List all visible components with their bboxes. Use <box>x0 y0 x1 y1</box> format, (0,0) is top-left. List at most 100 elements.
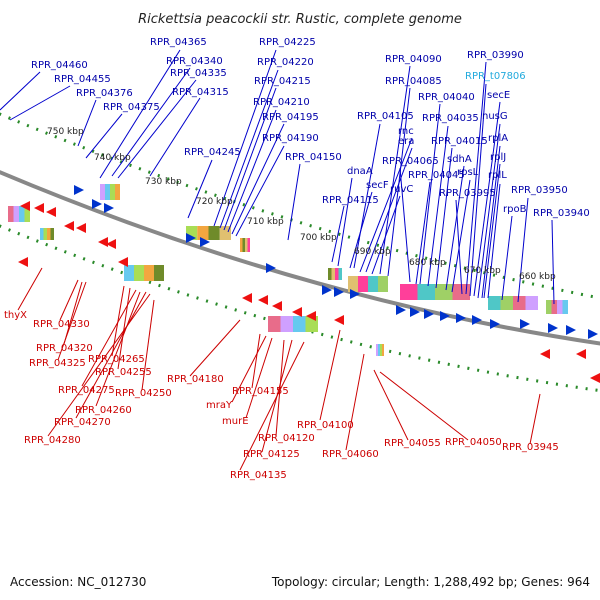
gene-arrow <box>590 373 600 383</box>
kbp-tick: 680 kbp <box>409 258 446 268</box>
leader-line <box>149 97 201 177</box>
gene-label: mraY <box>206 400 233 411</box>
gene-label: RPR_04190 <box>262 133 319 144</box>
gene-label: nusG <box>482 111 508 122</box>
feature-block <box>8 206 14 222</box>
gene-label: RPR_04105 <box>357 111 414 122</box>
leader-line <box>379 371 469 441</box>
feature-block <box>208 226 220 240</box>
gene-label: RPR_04220 <box>257 57 314 68</box>
gene-arrow <box>410 307 420 317</box>
leader-line <box>379 65 411 275</box>
gene-label: RPR_03950 <box>511 185 568 196</box>
gene-label: RPR_04035 <box>422 113 479 124</box>
label-leader-lines <box>0 49 555 471</box>
feature-block <box>115 184 120 200</box>
leader-line <box>427 125 449 287</box>
gene-label: RPR_04275 <box>58 385 115 396</box>
gene-arrow <box>106 239 116 249</box>
leader-line <box>477 123 501 299</box>
gene-arrow <box>566 325 576 335</box>
feature-block <box>331 268 335 280</box>
gene-label: rplA <box>488 133 508 144</box>
leader-line <box>75 291 147 419</box>
leader-line <box>17 267 43 311</box>
map-title: Rickettsia peacockii str. Rustic, comple… <box>138 12 462 27</box>
feature-block <box>110 184 115 200</box>
feature-block <box>105 184 110 200</box>
gene-arrow <box>104 203 114 213</box>
leader-line <box>231 123 285 235</box>
feature-block <box>378 344 380 356</box>
leader-line <box>57 281 87 361</box>
leader-line <box>451 179 471 293</box>
gene-label: RPR_04460 <box>31 60 88 71</box>
gene-label: RPR_04455 <box>54 74 111 85</box>
gene-arrow <box>34 203 44 213</box>
kbp-tick: 700 kbp <box>300 233 337 243</box>
leader-line <box>419 103 441 285</box>
feature-block <box>197 226 209 240</box>
outer-dotted-track <box>0 112 600 300</box>
leader-line <box>445 165 465 291</box>
leader-line <box>331 205 345 263</box>
leader-line <box>517 197 529 303</box>
feature-block <box>380 344 382 356</box>
gene-arrow <box>118 257 128 267</box>
feature-block <box>19 206 25 222</box>
feature-block <box>488 296 501 310</box>
gene-arrow <box>76 223 86 233</box>
feature-block <box>551 300 557 314</box>
feature-block <box>242 238 245 252</box>
gene-label: rnc <box>398 126 414 137</box>
gene-label: rplL <box>488 170 507 181</box>
leader-line <box>235 145 285 237</box>
gene-label: RPR_04150 <box>285 152 342 163</box>
gene-label: RPR_03990 <box>467 50 524 61</box>
gene-label: RPR_04195 <box>262 112 319 123</box>
gene-label: RPR_04375 <box>103 102 160 113</box>
leader-line <box>319 329 341 421</box>
feature-block <box>382 344 384 356</box>
gene-label: RPR_04085 <box>385 76 442 87</box>
feature-block <box>100 184 105 200</box>
feature-block <box>40 228 44 240</box>
feature-block <box>562 300 568 314</box>
gene-arrow <box>74 185 84 195</box>
gene-label: murE <box>222 416 249 427</box>
genome-backbone <box>0 170 600 346</box>
feature-block <box>43 228 47 240</box>
gene-label: RPR_04340 <box>166 56 223 67</box>
feature-block <box>186 226 198 240</box>
leader-line <box>415 181 431 285</box>
gene-arrow <box>266 263 276 273</box>
gene-arrow <box>272 301 282 311</box>
gene-arrow <box>292 307 302 317</box>
feature-block <box>24 206 30 222</box>
gene-label: RPR_04040 <box>418 92 475 103</box>
gene-label: RPR_04376 <box>76 88 133 99</box>
leader-line <box>465 61 487 295</box>
gene-arrow <box>588 329 598 339</box>
kbp-tick: 710 kbp <box>247 217 284 227</box>
leader-line <box>0 71 41 111</box>
feature-block <box>400 284 418 300</box>
kbp-tick: 690 kbp <box>354 247 391 257</box>
gene-label: RPR_04335 <box>170 68 227 79</box>
leader-line <box>141 299 155 391</box>
gene-arrow <box>322 285 332 295</box>
gene-label: RPR_04265 <box>88 354 145 365</box>
feature-block <box>50 228 54 240</box>
gene-arrow <box>18 257 28 267</box>
gene-label: RPR_04250 <box>115 388 172 399</box>
gene-arrow <box>456 313 466 323</box>
gene-label: rpsL <box>457 167 479 178</box>
gene-label: RPR_04180 <box>167 374 224 385</box>
feature-block <box>144 265 154 281</box>
gene-label: RPR_03945 <box>502 442 559 453</box>
leader-line <box>9 85 71 121</box>
leader-line <box>345 353 365 451</box>
gene-arrow <box>64 221 74 231</box>
feature-block <box>47 228 51 240</box>
gene-label: secE <box>487 90 510 101</box>
